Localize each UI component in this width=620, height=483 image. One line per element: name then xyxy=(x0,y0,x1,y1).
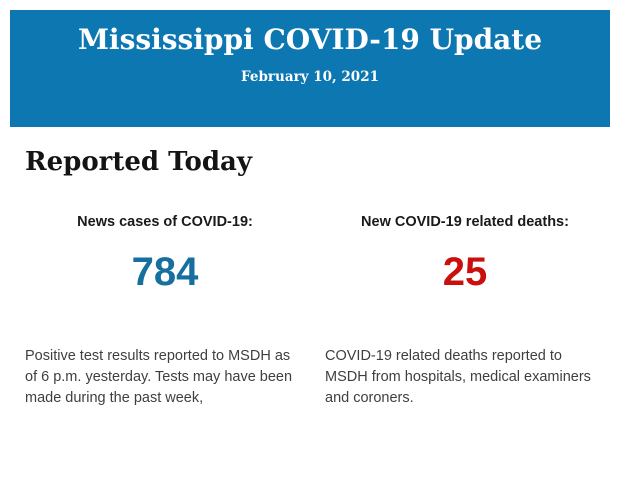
newsletter-title: Mississippi COVID-19 Update xyxy=(77,23,543,56)
new-deaths-label: New COVID-19 related deaths: xyxy=(361,214,569,230)
stat-new-cases: News cases of COVID-19: 784 Positive tes… xyxy=(25,178,305,409)
new-cases-description: Positive test results reported to MSDH a… xyxy=(25,348,293,406)
new-deaths-description: COVID-19 related deaths reported to MSDH… xyxy=(325,348,591,406)
new-cases-label: News cases of COVID-19: xyxy=(77,214,253,230)
new-cases-value: 784 xyxy=(131,250,199,294)
stats-grid: News cases of COVID-19: 784 Positive tes… xyxy=(0,178,620,409)
stat-new-deaths: New COVID-19 related deaths: 25 COVID-19… xyxy=(325,178,605,409)
new-deaths-value: 25 xyxy=(442,250,488,294)
newsletter-date: February 10, 2021 xyxy=(241,69,379,85)
section-heading-reported-today: Reported Today xyxy=(25,147,252,177)
newsletter-header-banner: Mississippi COVID-19 Update February 10,… xyxy=(10,10,610,127)
